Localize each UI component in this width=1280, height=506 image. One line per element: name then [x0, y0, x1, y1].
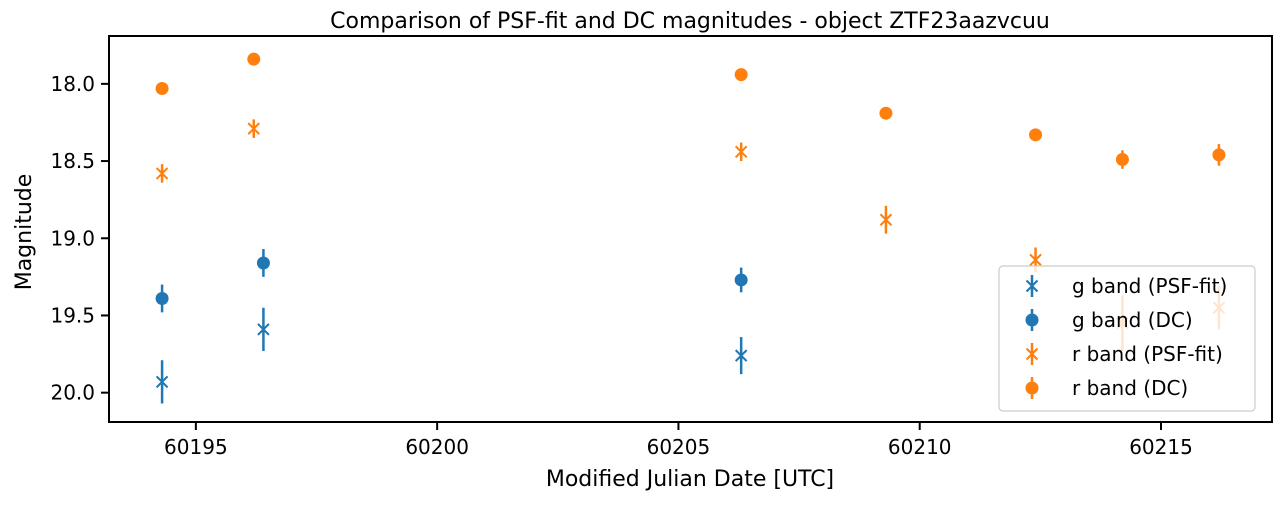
legend-marker: [1025, 347, 1039, 361]
r-band-dc-point: [1115, 153, 1129, 167]
y-tick-label: 19.0: [50, 226, 95, 250]
x-tick-label: 60215: [1129, 435, 1193, 459]
plot-area: 60195 60200 60205 60210 60215 18.0 18.5 19.0 19.…: [50, 52, 1226, 459]
g-band-psf-fit-point: [734, 349, 748, 362]
g-band-dc-point: [155, 291, 169, 305]
r-band-psf-fit-point: [734, 145, 748, 159]
chart-title: Comparison of PSF-fit and DC magnitudes …: [330, 9, 1050, 34]
y-tick-label: 20.0: [50, 381, 95, 405]
r-band-dc-point: [155, 81, 169, 95]
r-band-dc-point: [247, 52, 261, 66]
r-band-dc-point: [734, 68, 748, 82]
r-band-dc-point: [1029, 128, 1043, 142]
x-tick-label: 60210: [888, 435, 952, 459]
r-band-dc-point: [879, 106, 893, 120]
legend-label: g band (DC): [1072, 308, 1193, 332]
legend-item: r band (PSF-fit): [1025, 342, 1223, 366]
x-axis-label: Modified Julian Date [UTC]: [546, 467, 834, 492]
r-band-psf-fit-point: [879, 213, 893, 226]
g-band-psf-fit-point: [155, 375, 169, 389]
legend-marker: [1025, 381, 1039, 395]
r-band-psf-fit-point: [1029, 253, 1042, 267]
x-tick-label: 60200: [405, 435, 469, 459]
legend: g band (PSF-fit) g band (DC) r band (PSF-f…: [998, 265, 1256, 412]
legend-item: g band (PSF-fit): [1025, 274, 1227, 298]
y-tick-label: 18.5: [50, 149, 95, 173]
legend-marker: [1025, 313, 1039, 327]
y-axis-label: Magnitude: [12, 174, 37, 291]
legend-marker: [1025, 279, 1039, 293]
g-band-dc-point: [256, 256, 270, 270]
g-band-psf-fit-point: [257, 323, 270, 336]
legend-box: [998, 265, 1256, 412]
legend-item: g band (DC): [1025, 308, 1193, 332]
legend-label: r band (PSF-fit): [1072, 342, 1223, 366]
r-band-psf-fit-point: [247, 122, 260, 135]
g-band-dc-point: [734, 273, 748, 287]
legend-label: g band (PSF-fit): [1072, 274, 1227, 298]
r-band-dc-point: [1212, 148, 1226, 162]
x-tick-label: 60195: [164, 435, 228, 459]
x-tick-label: 60205: [647, 435, 711, 459]
legend-item: r band (DC): [1025, 376, 1188, 400]
y-tick-label: 19.5: [50, 303, 95, 327]
legend-label: r band (DC): [1072, 376, 1188, 400]
plot-frame: [108, 35, 1273, 423]
r-band-psf-fit-point: [155, 167, 169, 180]
y-tick-label: 18.0: [50, 72, 95, 96]
